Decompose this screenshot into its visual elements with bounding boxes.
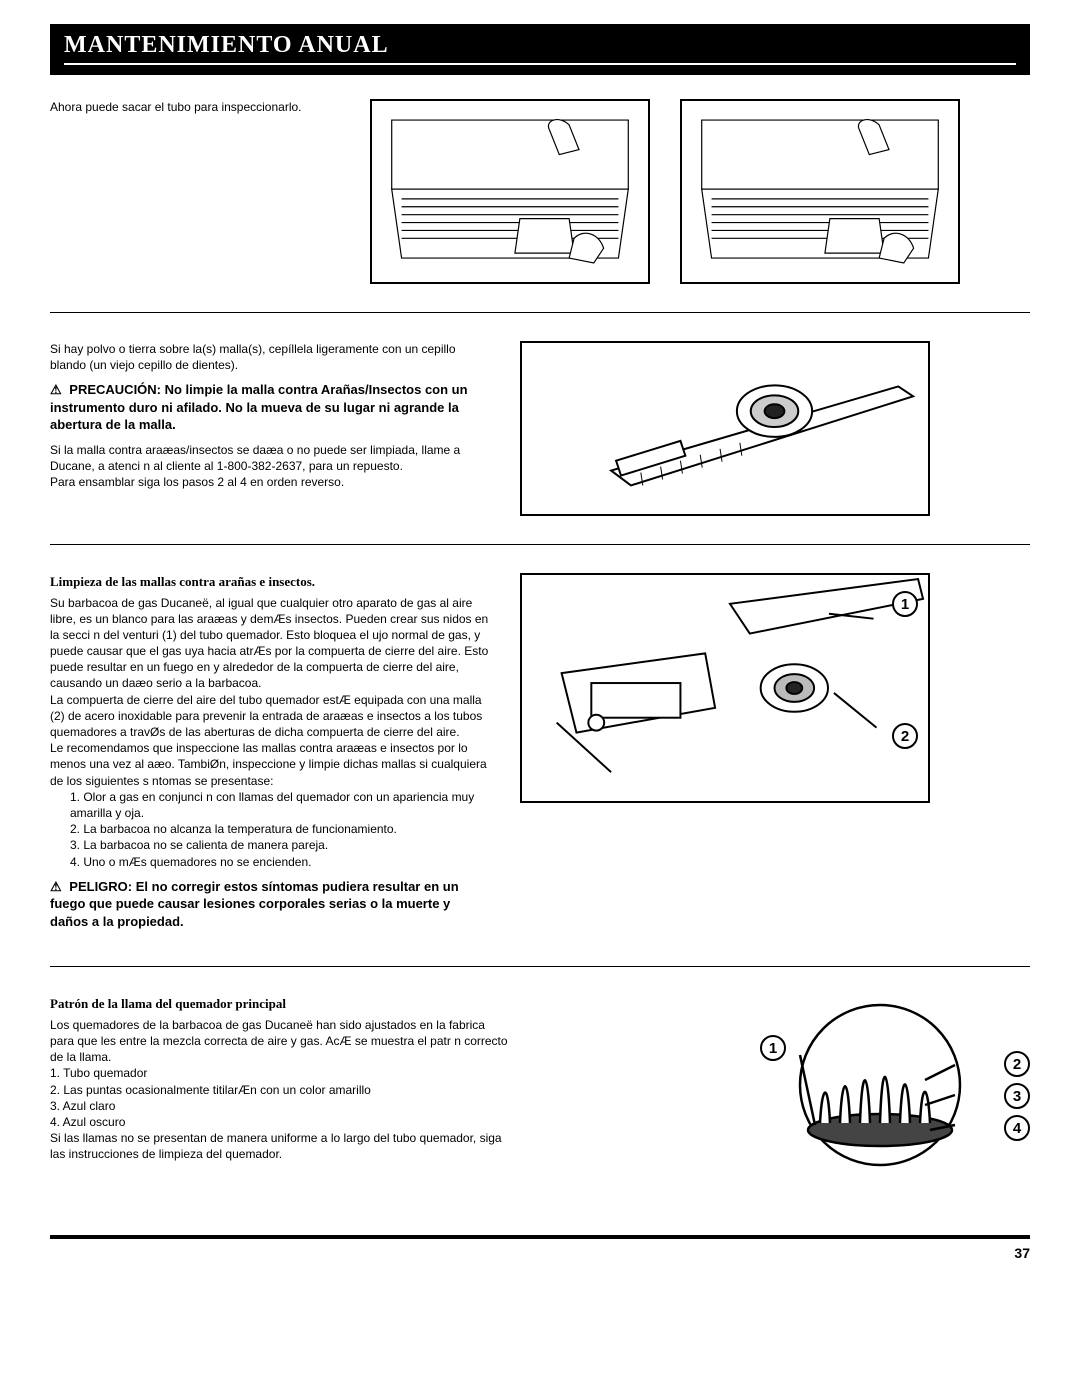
- divider: [50, 544, 1030, 545]
- warning-icon: ⚠: [50, 381, 62, 399]
- symptom-3: 3. La barbacoa no se calienta de manera …: [70, 837, 490, 853]
- flame-i3: 3. Azul claro: [50, 1098, 510, 1114]
- figure-flame-pattern: [730, 995, 1030, 1175]
- danger-warning: ⚠ PELIGRO: El no corregir estos síntomas…: [50, 878, 490, 931]
- caution-after2: Para ensamblar siga los pasos 2 al 4 en …: [50, 474, 490, 490]
- screen-p3: Le recomendamos que inspeccione las mall…: [50, 740, 490, 789]
- flame-i1: 1. Tubo quemador: [50, 1065, 510, 1081]
- figure-brush: [520, 341, 930, 516]
- section-screen-cleaning: Limpieza de las mallas contra arañas e i…: [50, 573, 1030, 938]
- brush-intro: Si hay polvo o tierra sobre la(s) malla(…: [50, 341, 490, 373]
- flame-p2: Si las llamas no se presentan de manera …: [50, 1130, 510, 1162]
- screen-p2: La compuerta de cierre del aire del tubo…: [50, 692, 490, 741]
- figure-venturi: [520, 573, 930, 803]
- page-title: Mantenimiento Anual: [64, 32, 1016, 65]
- danger-text: PELIGRO: El no corregir estos síntomas p…: [50, 879, 459, 929]
- caution-text: PRECAUCIÓN: No limpie la malla contra Ar…: [50, 382, 468, 432]
- flame-i2: 2. Las puntas ocasionalmente titilarÆn c…: [50, 1082, 510, 1098]
- subhead-screen: Limpieza de las mallas contra arañas e i…: [50, 573, 490, 591]
- subhead-flame: Patrón de la llama del quemador principa…: [50, 995, 510, 1013]
- caution-warning: ⚠ PRECAUCIÓN: No limpie la malla contra …: [50, 381, 490, 434]
- page-number: 37: [50, 1245, 1030, 1261]
- callout-2: 2: [892, 723, 918, 749]
- symptom-4: 4. Uno o mÆs quemadores no se encienden.: [70, 854, 490, 870]
- title-bar: Mantenimiento Anual: [50, 24, 1030, 75]
- divider: [50, 312, 1030, 313]
- symptom-1: 1. Olor a gas en conjunci n con llamas d…: [70, 789, 490, 821]
- divider: [50, 966, 1030, 967]
- section-brush-clean: Si hay polvo o tierra sobre la(s) malla(…: [50, 341, 1030, 516]
- symptom-2: 2. La barbacoa no alcanza la temperatura…: [70, 821, 490, 837]
- section-inspection: Ahora puede sacar el tubo para inspeccio…: [50, 99, 1030, 284]
- section-flame-pattern: Patrón de la llama del quemador principa…: [50, 995, 1030, 1175]
- figure-tube-removal-a: [370, 99, 650, 284]
- caution-after: Si la malla contra araæas/insectos se da…: [50, 442, 490, 474]
- flame-i4: 4. Azul oscuro: [50, 1114, 510, 1130]
- callout-1: 1: [892, 591, 918, 617]
- screen-p1: Su barbacoa de gas Ducaneë, al igual que…: [50, 595, 490, 692]
- intro-text: Ahora puede sacar el tubo para inspeccio…: [50, 99, 340, 115]
- flame-p1: Los quemadores de la barbacoa de gas Duc…: [50, 1017, 510, 1066]
- figure-tube-removal-b: [680, 99, 960, 284]
- warning-icon: ⚠: [50, 878, 62, 896]
- footer-rule: [50, 1235, 1030, 1239]
